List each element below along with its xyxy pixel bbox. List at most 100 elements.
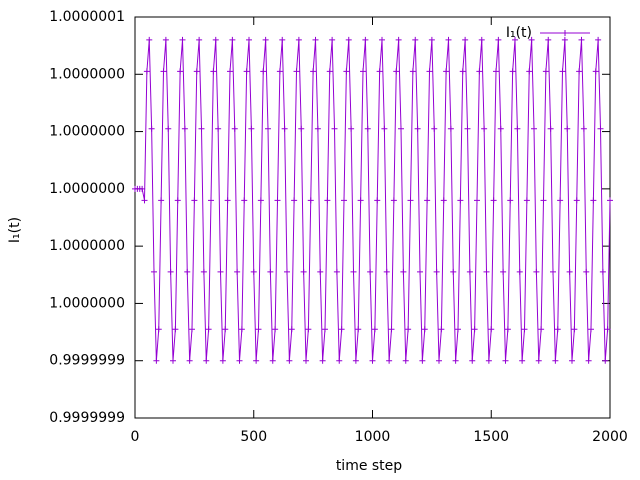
point-marker [386,357,393,364]
point-marker [597,125,604,132]
point-marker [186,357,193,364]
point-marker [284,268,290,275]
x-axis-label: time step [336,458,402,474]
point-marker [573,197,580,204]
point-marker [436,357,442,364]
point-marker [554,326,561,333]
point-marker [497,125,504,132]
point-marker [538,326,545,333]
point-marker [314,125,321,132]
point-marker [374,197,381,204]
point-marker [172,326,179,333]
point-marker [324,197,331,204]
point-marker [317,268,324,275]
point-marker [504,326,511,333]
point-marker [398,125,404,132]
point-marker [364,125,371,132]
point-marker [236,357,243,364]
point-marker [376,68,383,75]
point-marker [326,68,333,75]
point-marker [402,357,409,364]
point-marker [295,36,302,43]
point-marker [307,197,314,204]
point-marker [607,197,613,204]
point-marker [464,125,471,132]
point-marker [457,197,464,204]
point-marker [274,197,281,204]
point-marker [367,268,374,275]
point-marker [604,326,611,333]
point-marker [459,68,466,75]
point-marker [253,357,260,364]
point-marker [338,326,345,333]
point-marker [490,197,497,204]
point-marker [509,68,516,75]
point-marker [158,197,165,204]
point-marker [433,268,440,275]
point-marker [165,125,172,132]
point-marker [231,125,238,132]
point-marker [143,68,150,75]
point-marker [455,326,461,333]
y-tick-label: 1.0000000 [49,238,125,254]
y-tick-label: 1.0000000 [49,124,125,140]
point-marker [379,36,385,43]
point-marker [260,68,267,75]
point-marker [424,197,431,204]
point-marker [298,125,305,132]
point-marker [234,268,241,275]
point-marker [595,36,602,43]
point-marker [519,357,526,364]
point-marker [160,68,167,75]
point-marker [557,197,564,204]
point-marker [241,197,248,204]
point-marker [217,268,224,275]
point-marker [331,125,338,132]
point-marker [400,268,407,275]
point-marker [174,197,181,204]
point-marker [286,357,293,364]
point-marker [203,357,210,364]
point-marker [585,357,592,364]
point-marker [215,125,222,132]
point-marker [488,326,495,333]
point-marker [485,357,492,364]
point-marker [531,125,537,132]
point-marker [471,326,478,333]
point-marker [362,36,369,43]
point-marker [462,36,469,43]
point-marker [516,268,523,275]
point-marker [148,125,155,132]
y-axis-label: I₁(t) [7,217,23,243]
point-marker [393,68,400,75]
point-marker [405,326,412,333]
point-marker [224,197,231,204]
point-marker [281,125,288,132]
point-marker [502,357,509,364]
point-marker [303,357,309,364]
point-marker [146,36,153,43]
point-marker [369,357,376,364]
point-marker [272,326,279,333]
point-marker [545,36,552,43]
point-marker [276,68,283,75]
point-marker [566,268,573,275]
point-marker [348,125,355,132]
point-marker [167,268,174,275]
point-marker [580,125,587,132]
point-marker [552,357,559,364]
point-marker [540,197,547,204]
legend-label: I₁(t) [506,25,532,41]
point-marker [177,68,184,75]
x-tick-label: 500 [240,429,267,445]
point-marker [561,36,568,43]
point-marker [184,268,191,275]
point-marker [478,36,485,43]
point-marker [193,68,200,75]
point-marker [395,36,402,43]
point-marker [293,68,300,75]
point-marker [319,357,326,364]
point-marker [547,125,554,132]
